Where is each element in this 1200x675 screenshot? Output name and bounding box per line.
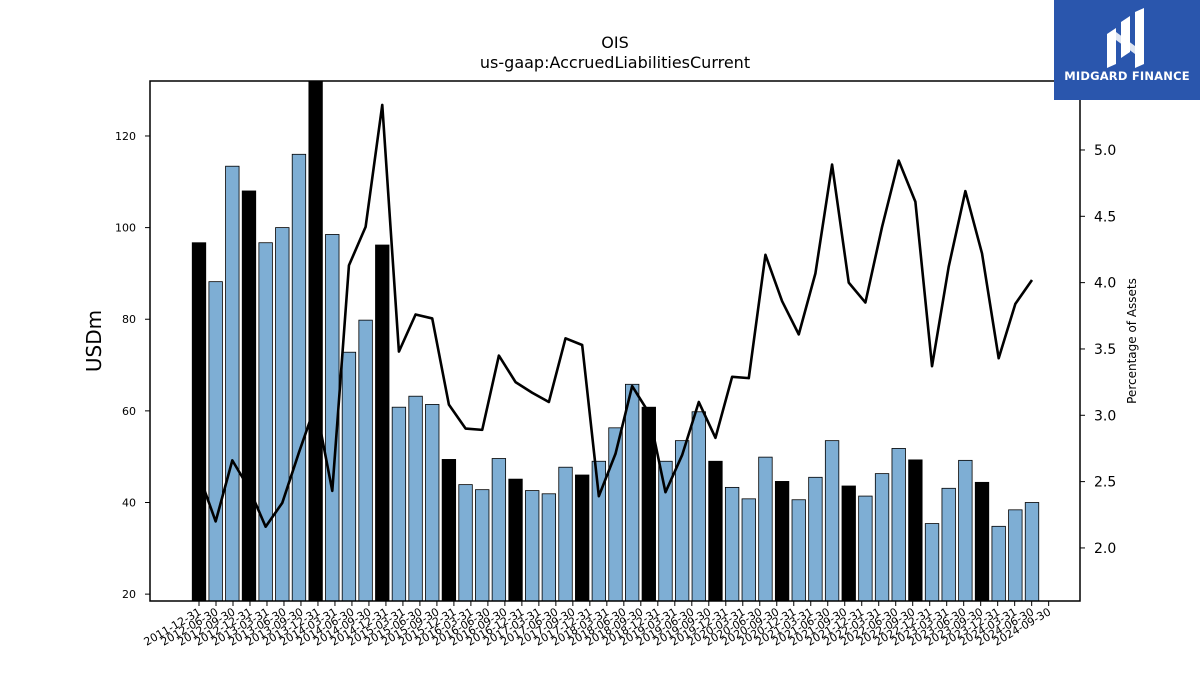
bar-2015-03-31 — [408, 395, 423, 602]
logo-text: MIDGARD FINANCE — [1064, 69, 1190, 83]
chart-title: OIS — [601, 33, 628, 52]
y-axis-label: USDm — [82, 310, 106, 372]
bar-2019-06-30 — [691, 411, 706, 602]
bar-2020-03-31 — [741, 498, 756, 602]
bar-2024-06-30 — [1024, 502, 1040, 602]
bar-2022-03-31 — [874, 473, 890, 602]
bar-2012-09-30 — [241, 190, 257, 602]
midgard-finance-logo: MIDGARD FINANCE — [1054, 0, 1200, 100]
y-tick-label: 80 — [122, 313, 136, 326]
bar-2016-12-31 — [525, 490, 540, 602]
bar-2023-09-30 — [974, 481, 990, 602]
bar-2015-12-31 — [458, 484, 473, 602]
bar-2016-06-30 — [491, 458, 507, 602]
bar-2022-09-30 — [908, 459, 923, 602]
bar-2020-12-31 — [791, 499, 806, 602]
bar-2011-12-31 — [191, 242, 207, 602]
line-series — [197, 103, 1034, 529]
bar-2020-06-30 — [758, 456, 773, 602]
bar-2016-03-31 — [475, 489, 490, 602]
bar-2022-12-31 — [924, 523, 940, 602]
bar-2012-03-31 — [208, 281, 223, 602]
y-axis-left: 20 40 60 80 100 120 — [115, 130, 150, 601]
bar-2020-09-30 — [774, 481, 790, 602]
bar-2023-12-31 — [991, 525, 1006, 602]
bar-2022-06-30 — [891, 448, 906, 602]
bar-2016-09-30 — [508, 478, 523, 602]
bar-2012-06-30 — [225, 165, 240, 602]
bar-2019-12-31 — [724, 486, 740, 602]
bar-2017-03-31 — [541, 493, 557, 602]
plot-frame — [149, 80, 1081, 602]
bar-2021-03-31 — [808, 476, 823, 602]
y-tick-label: 20 — [122, 588, 136, 601]
y-tick-label: 60 — [122, 405, 136, 418]
bar-2019-09-30 — [708, 460, 723, 602]
y2-tick-label: 2.0 — [1094, 541, 1116, 557]
bar-2015-06-30 — [425, 404, 440, 602]
midgard-logo-icon — [1107, 8, 1144, 68]
chart-subtitle: us-gaap:AccruedLiabilitiesCurrent — [480, 53, 750, 72]
bar-2024-03-31 — [1008, 509, 1023, 602]
y2-tick-label: 4.5 — [1094, 209, 1116, 225]
bar-2021-12-31 — [858, 495, 873, 602]
bar-2023-06-30 — [958, 459, 973, 602]
percentage-line — [197, 103, 1034, 529]
y2-tick-label: 4.0 — [1094, 276, 1116, 292]
bar-2023-03-31 — [941, 487, 956, 602]
bar-2017-06-30 — [558, 466, 573, 602]
bar-2014-12-31 — [391, 406, 407, 602]
y2-tick-label: 2.5 — [1094, 475, 1116, 491]
bar-2021-06-30 — [824, 440, 840, 602]
y-tick-label: 120 — [115, 130, 136, 143]
bar-2014-09-30 — [375, 244, 390, 602]
y2-tick-label: 5.0 — [1094, 143, 1116, 159]
bar-2015-09-30 — [441, 459, 457, 602]
bar-2013-06-30 — [291, 153, 307, 602]
y-axis-right: 2.0 2.5 3.0 3.5 4.0 4.5 5.0 — [1080, 143, 1116, 557]
y-tick-label: 100 — [115, 222, 136, 235]
bar-2021-09-30 — [841, 485, 856, 602]
y-tick-label: 40 — [122, 496, 136, 509]
x-axis: 2011-12-312012-06-302012-09-302012-12-31… — [142, 601, 1053, 649]
bar-2013-03-31 — [275, 227, 290, 602]
bar-2013-09-30 — [308, 80, 323, 602]
bar-2014-06-30 — [358, 319, 373, 602]
y2-tick-label: 3.0 — [1094, 408, 1116, 424]
bar-2017-09-30 — [575, 474, 590, 602]
bar-2014-03-31 — [341, 351, 357, 602]
bar-2018-06-30 — [625, 383, 640, 602]
bar-2012-12-31 — [258, 242, 273, 602]
y2-tick-label: 3.5 — [1094, 342, 1116, 358]
bar-series — [191, 80, 1040, 602]
y2-axis-label: Percentage of Assets — [1125, 278, 1139, 404]
